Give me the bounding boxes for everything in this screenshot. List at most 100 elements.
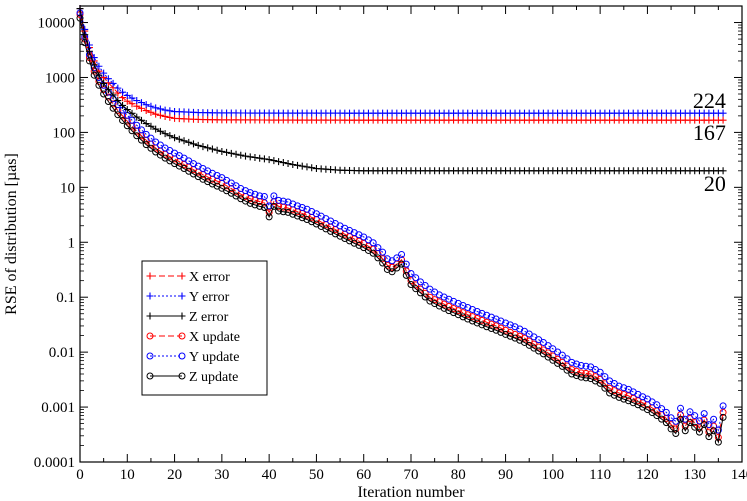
data-point	[142, 120, 150, 128]
data-point	[109, 104, 117, 112]
data-point	[573, 360, 580, 368]
data-point	[128, 116, 136, 124]
x-tick-label: 50	[309, 467, 324, 483]
data-point	[166, 132, 174, 140]
data-point	[100, 90, 108, 98]
data-point	[615, 393, 623, 401]
series-line-z-error	[79, 8, 724, 172]
legend-marker	[146, 312, 154, 320]
data-point	[549, 345, 557, 353]
x-tick-label: 20	[167, 467, 182, 483]
legend-marker	[178, 272, 186, 280]
data-point	[204, 144, 212, 152]
series-y-update	[76, 9, 727, 434]
data-point	[695, 428, 703, 436]
series-z-update	[76, 14, 727, 446]
data-point	[119, 116, 127, 124]
data-point	[558, 351, 566, 359]
data-point	[539, 338, 547, 346]
data-point	[133, 132, 141, 140]
data-point	[81, 31, 89, 39]
x-tick-label: 120	[636, 467, 659, 483]
data-point	[265, 208, 273, 216]
data-point	[568, 370, 576, 378]
data-point	[303, 163, 311, 171]
legend-marker	[146, 332, 154, 340]
annotation-label: 167	[693, 120, 726, 145]
data-point	[156, 127, 164, 135]
data-point	[246, 189, 254, 197]
legend-marker	[146, 352, 154, 360]
data-point	[289, 200, 297, 208]
data-point	[142, 101, 150, 109]
data-point	[719, 109, 727, 117]
data-point	[549, 356, 557, 364]
data-point	[137, 99, 145, 107]
data-point	[227, 149, 235, 157]
data-point	[81, 39, 89, 47]
data-point	[710, 427, 718, 435]
data-point	[686, 419, 694, 427]
data-point	[260, 155, 268, 163]
data-point	[558, 362, 566, 370]
data-point	[270, 202, 278, 210]
data-point	[275, 158, 283, 166]
data-point	[416, 278, 424, 286]
data-point	[152, 125, 160, 133]
data-point	[681, 427, 689, 435]
legend-label: Y error	[189, 290, 230, 305]
data-point	[114, 111, 122, 119]
data-point	[412, 274, 420, 282]
x-tick-label: 10	[120, 467, 135, 483]
data-point	[119, 88, 127, 96]
y-tick-label: 0.0001	[34, 455, 75, 471]
data-point	[137, 136, 145, 144]
data-point	[412, 285, 420, 293]
x-tick-label: 70	[404, 467, 419, 483]
data-point	[620, 395, 628, 403]
data-point	[114, 97, 122, 105]
data-point	[294, 202, 302, 210]
x-axis-title: Iteration number	[357, 484, 465, 501]
data-point	[710, 415, 718, 423]
data-point	[114, 84, 122, 92]
data-point	[256, 202, 264, 210]
data-point	[237, 151, 245, 159]
y-tick-label: 0.01	[49, 345, 75, 361]
data-point	[251, 190, 259, 198]
x-tick-label: 0	[76, 467, 84, 483]
data-point	[582, 362, 590, 370]
data-point	[175, 135, 183, 143]
data-point	[246, 199, 254, 207]
data-point	[596, 379, 604, 387]
data-point	[152, 110, 160, 118]
data-point	[142, 141, 150, 149]
data-point	[100, 79, 108, 87]
data-point	[407, 270, 415, 278]
x-tick-label: 30	[214, 467, 229, 483]
data-point	[279, 159, 287, 167]
legend-label: X update	[189, 330, 240, 345]
legend-label: Z update	[189, 370, 238, 385]
data-point	[123, 91, 131, 99]
data-point	[629, 399, 637, 407]
data-point	[705, 433, 713, 441]
data-point	[686, 408, 694, 416]
data-point	[133, 121, 141, 129]
data-point	[468, 305, 476, 313]
data-point	[256, 154, 264, 162]
data-point	[294, 161, 302, 169]
data-point	[714, 426, 722, 434]
data-point	[506, 321, 514, 329]
data-point	[156, 105, 164, 113]
data-point	[123, 122, 131, 130]
data-point	[416, 285, 424, 293]
data-point	[672, 430, 680, 438]
x-tick-label: 40	[262, 467, 277, 483]
data-point	[601, 384, 609, 392]
data-point	[398, 250, 406, 258]
data-point	[468, 317, 476, 325]
data-point	[719, 167, 727, 175]
data-point	[85, 41, 93, 49]
data-point	[502, 330, 510, 338]
